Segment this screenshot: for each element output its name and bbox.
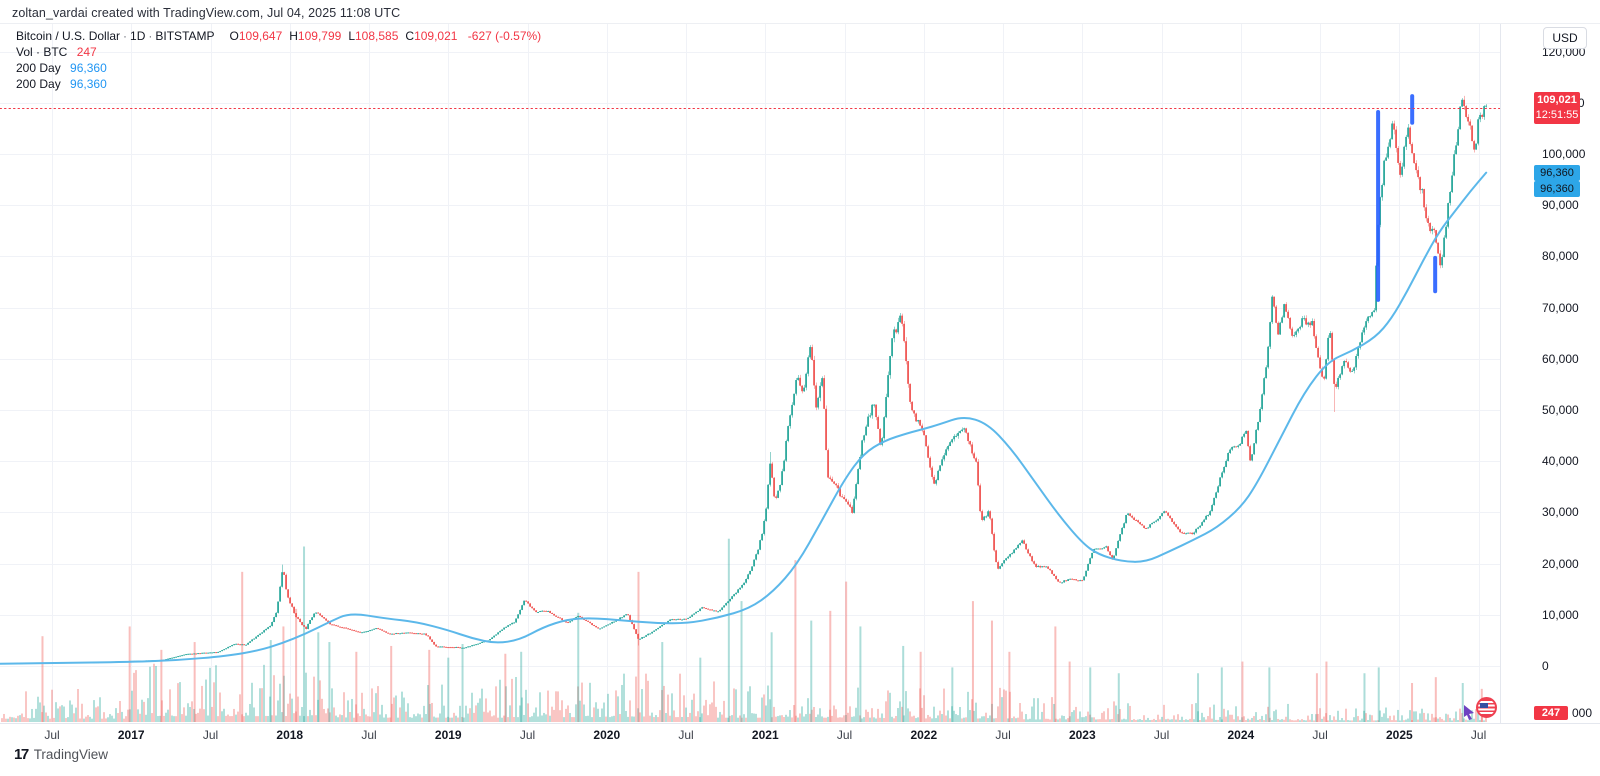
legend-symbol-row[interactable]: Bitcoin / U.S. Dollar · 1D · BITSTAMP O109,64… bbox=[16, 29, 542, 43]
exchange-label: BITSTAMP bbox=[155, 29, 215, 43]
price-axis-label: 10,000 bbox=[1542, 607, 1579, 622]
price-axis-label: 40,000 bbox=[1542, 454, 1579, 469]
time-axis-month-label: Jul bbox=[44, 728, 60, 742]
price-axis-label: 20,000 bbox=[1542, 556, 1579, 571]
ma-label: 200 Day bbox=[16, 77, 61, 91]
legend-ma-row-2[interactable]: 200 Day 96,360 bbox=[16, 77, 541, 92]
price-chart-canvas[interactable] bbox=[0, 0, 1500, 723]
last-price-badge: 109,021 12:51:55 bbox=[1534, 91, 1580, 124]
time-axis-year-label: 2023 bbox=[1068, 728, 1096, 742]
open-value: 109,647 bbox=[238, 29, 283, 43]
us-flag-icon bbox=[1476, 697, 1497, 718]
legend-ma-row-1[interactable]: 200 Day 96,360 bbox=[16, 61, 541, 76]
mouse-cursor-icon bbox=[1464, 705, 1474, 720]
high-value: 109,799 bbox=[297, 29, 342, 43]
interval-label: 1D bbox=[130, 29, 146, 43]
tradingview-logo[interactable]: 17 TradingView bbox=[14, 747, 108, 762]
time-axis-month-label: Jul bbox=[836, 728, 853, 742]
price-axis-divider bbox=[1500, 24, 1501, 723]
change-value: -627 (-0.57%) bbox=[467, 29, 542, 43]
price-axis[interactable]: USD 120,000110,000100,00090,00080,00070,… bbox=[1500, 0, 1600, 723]
time-axis-year-label: 2025 bbox=[1385, 728, 1413, 742]
volume-value: 247 bbox=[76, 45, 97, 59]
time-axis-month-label: Jul bbox=[995, 728, 1011, 742]
time-axis-year-label: 2021 bbox=[751, 728, 779, 742]
tradingview-logo-text: TradingView bbox=[33, 747, 108, 762]
price-axis-label: 70,000 bbox=[1542, 300, 1579, 315]
price-axis-label: 60,000 bbox=[1542, 351, 1579, 366]
time-axis-month-label: Jul bbox=[519, 728, 536, 742]
price-axis-label: 100,000 bbox=[1542, 146, 1586, 161]
time-axis[interactable]: Jul 2017 Jul 2018 Jul 2019 Jul 2020 Jul 2021 Jul 20… bbox=[0, 724, 1600, 746]
price-axis-label: 90,000 bbox=[1542, 198, 1579, 213]
legend-volume-row[interactable]: Vol · BTC 247 bbox=[16, 45, 541, 60]
time-axis-year-label: 2024 bbox=[1227, 728, 1255, 742]
flag-canton bbox=[1480, 702, 1488, 708]
ma-label: 200 Day bbox=[16, 61, 61, 75]
price-axis-label: 50,000 bbox=[1542, 402, 1579, 417]
tradingview-glyph-icon: 17 bbox=[14, 746, 29, 763]
bar-countdown: 12:51:55 bbox=[1535, 108, 1579, 121]
time-axis-month-label: Jul bbox=[678, 728, 694, 742]
attribution-text: zoltan_vardai created with TradingView.c… bbox=[12, 6, 401, 20]
volume-axis-suffix: 000 bbox=[1572, 706, 1593, 720]
price-axis-label: 30,000 bbox=[1542, 505, 1579, 520]
volume-label: Vol · BTC bbox=[16, 45, 68, 59]
time-axis-year-label: 2020 bbox=[593, 728, 621, 742]
time-axis-year-label: 2017 bbox=[117, 728, 145, 742]
ma-value-badge: 96,360 bbox=[1534, 164, 1580, 181]
time-axis-month-label: Jul bbox=[1470, 728, 1487, 742]
ma-value: 96,360 bbox=[70, 77, 107, 91]
time-axis-divider bbox=[0, 723, 1600, 724]
close-value: 109,021 bbox=[414, 29, 458, 43]
symbol-title: Bitcoin / U.S. Dollar bbox=[16, 29, 121, 43]
chart-legend: Bitcoin / U.S. Dollar · 1D · BITSTAMP O109,64… bbox=[16, 29, 541, 93]
currency-toggle-button[interactable]: USD bbox=[1543, 27, 1587, 49]
time-axis-year-label: 2019 bbox=[434, 728, 462, 742]
time-axis-year-label: 2022 bbox=[910, 728, 938, 742]
ma-value: 96,360 bbox=[70, 61, 107, 75]
price-axis-label: 0 bbox=[1542, 658, 1549, 673]
time-axis-month-label: Jul bbox=[1153, 728, 1170, 742]
ma-value-badge: 96,360 bbox=[1534, 180, 1580, 197]
price-axis-label: 80,000 bbox=[1542, 249, 1579, 264]
top-divider bbox=[0, 23, 1600, 24]
last-price-value: 109,021 bbox=[1537, 93, 1577, 106]
volume-badge: 247 bbox=[1534, 706, 1568, 720]
time-axis-month-label: Jul bbox=[361, 728, 377, 742]
time-axis-month-label: Jul bbox=[202, 728, 219, 742]
time-axis-month-label: Jul bbox=[1312, 728, 1328, 742]
time-axis-year-label: 2018 bbox=[276, 728, 304, 742]
low-value: 108,585 bbox=[355, 29, 399, 43]
